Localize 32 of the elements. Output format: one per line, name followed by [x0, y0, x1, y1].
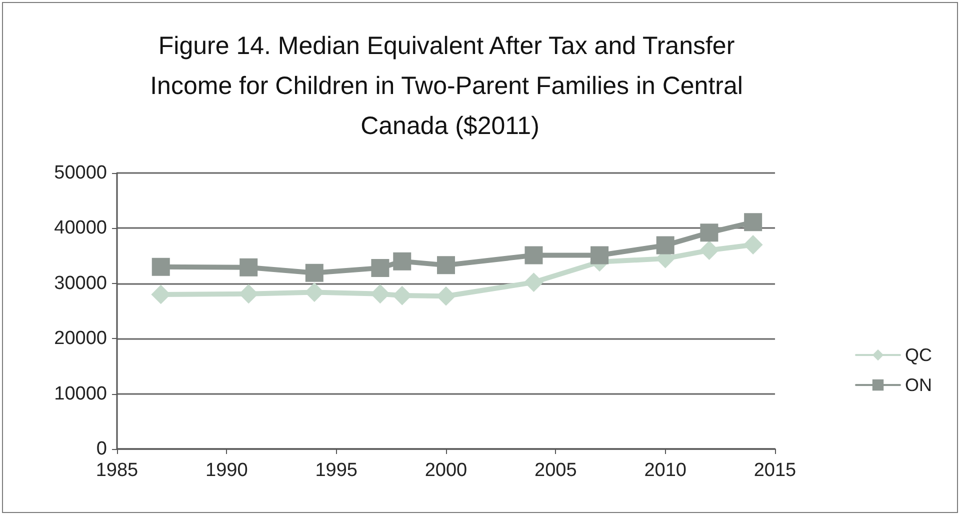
y-tick-label: 20000: [54, 328, 107, 350]
point: [700, 240, 719, 260]
point: [590, 246, 609, 264]
x-tick-label: 1990: [206, 460, 248, 481]
point: [744, 213, 762, 232]
point: [436, 286, 456, 306]
y-tick-label: 0: [96, 438, 107, 460]
y-tick-label: 40000: [54, 218, 107, 239]
point: [437, 256, 455, 274]
x-tick-label: 1995: [315, 460, 358, 481]
point: [370, 284, 390, 304]
point: [524, 272, 544, 292]
point: [240, 258, 258, 276]
point: [656, 236, 674, 254]
point: [305, 264, 324, 282]
y-tick-label: 10000: [54, 383, 107, 404]
x-tick-label: 1985: [96, 460, 138, 481]
x-tick-label: 2010: [644, 460, 686, 481]
point: [700, 224, 718, 242]
x-tick-label: 2000: [424, 460, 468, 481]
chart-title: Figure 14. Median Equivalent After Tax and Transfer Income for Children in Two-Parent Families in Central Canada ($2011): [150, 32, 750, 140]
point: [152, 258, 170, 276]
point: [744, 235, 763, 254]
point: [371, 258, 390, 277]
x-tick-label: 2005: [534, 460, 577, 481]
x-tick-label: 2015: [754, 460, 796, 481]
legend-label: QC: [905, 345, 932, 365]
legend-label: ON: [905, 375, 932, 395]
point: [393, 252, 412, 270]
y-tick-label: 50000: [54, 162, 107, 184]
point: [524, 246, 543, 264]
y-tick-label: 30000: [54, 272, 107, 294]
